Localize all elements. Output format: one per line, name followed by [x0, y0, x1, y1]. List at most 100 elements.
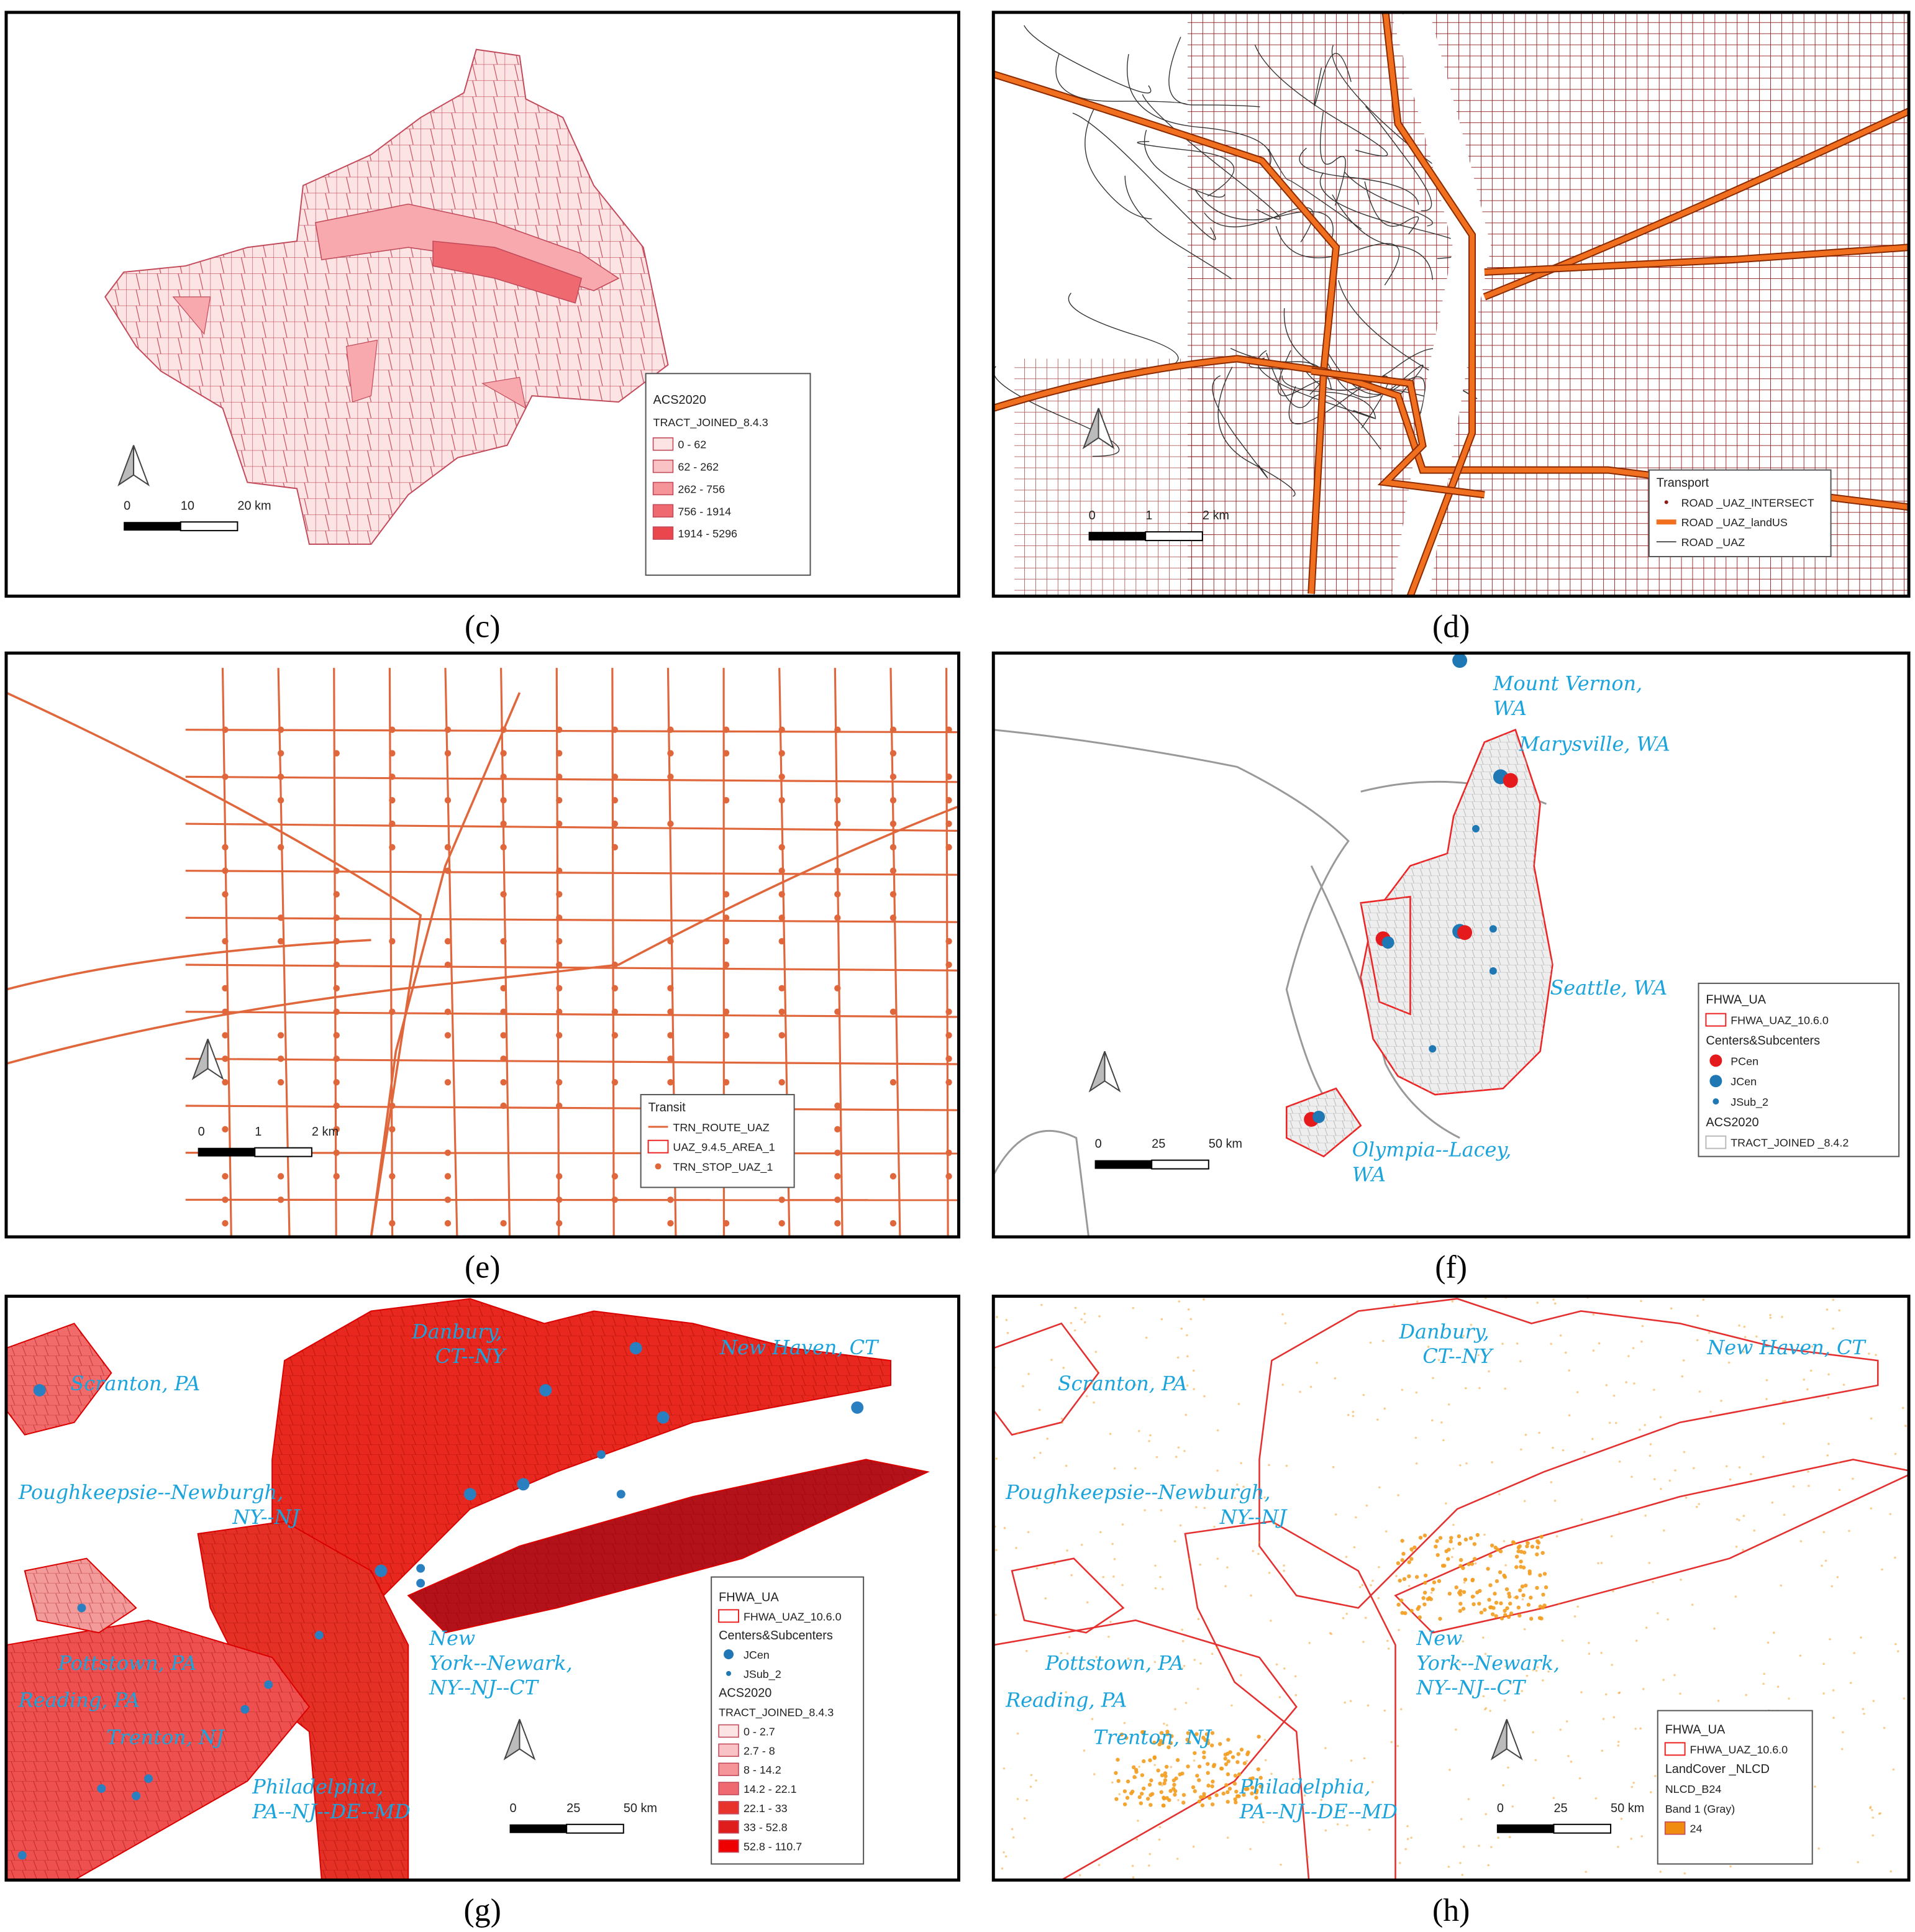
legend-label: TRACT_JOINED_8.4.3 — [719, 1706, 834, 1720]
landcover-pixel — [1396, 1561, 1401, 1565]
place-label: Scranton, PA — [1058, 1372, 1188, 1395]
landcover-pixel — [1501, 1342, 1504, 1345]
landcover-pixel — [1026, 1799, 1028, 1802]
legend-swatch — [718, 1743, 739, 1757]
scale-label: 1 — [1145, 509, 1152, 522]
landcover-pixel — [1170, 1734, 1174, 1738]
landcover-pixel — [1458, 1602, 1463, 1606]
landcover-pixel — [1181, 1639, 1185, 1643]
landcover-pixel — [1738, 1466, 1741, 1469]
landcover-pixel — [1386, 1639, 1389, 1643]
landcover-pixel — [1487, 1598, 1491, 1602]
scale-bar — [198, 1147, 255, 1157]
transit-route — [6, 691, 422, 1237]
landcover-pixel — [1576, 1605, 1579, 1608]
landcover-pixel — [1270, 1772, 1273, 1775]
center-point — [657, 1411, 670, 1424]
landcover-pixel — [1536, 1301, 1539, 1304]
landcover-pixel — [995, 1549, 998, 1551]
landcover-pixel — [1632, 1781, 1635, 1784]
landcover-pixel — [1250, 1791, 1254, 1796]
landcover-pixel — [1713, 1627, 1716, 1630]
landcover-pixel — [1447, 1592, 1452, 1596]
landcover-pixel — [1377, 1597, 1380, 1600]
landcover-pixel — [1744, 1336, 1747, 1339]
transit-stop — [667, 1055, 674, 1062]
road — [1126, 54, 1271, 166]
landcover-pixel — [1451, 1556, 1453, 1559]
landcover-pixel — [1415, 1462, 1418, 1465]
landcover-pixel — [1362, 1393, 1365, 1397]
transit-stop — [389, 1008, 396, 1015]
landcover-pixel — [1824, 1559, 1827, 1562]
road — [1319, 112, 1346, 206]
legend-swatch — [655, 1163, 662, 1170]
landcover-pixel — [1432, 1580, 1437, 1585]
landcover-pixel — [1837, 1461, 1840, 1464]
landcover-pixel — [1183, 1450, 1186, 1452]
landcover-pixel — [1157, 1742, 1162, 1747]
landcover-pixel — [1529, 1616, 1534, 1621]
landcover-pixel — [1090, 1382, 1093, 1385]
landcover-pixel — [1537, 1616, 1542, 1620]
map-4 — [6, 1298, 930, 1880]
transit-stop — [667, 1196, 674, 1203]
landcover-pixel — [1004, 1855, 1008, 1858]
transit-route — [889, 668, 901, 1237]
landcover-pixel — [1516, 1342, 1519, 1345]
landcover-pixel — [1111, 1781, 1114, 1784]
scale-label: 2 km — [1203, 509, 1229, 522]
landcover-pixel — [1904, 1424, 1907, 1428]
transit-stop — [556, 1173, 563, 1180]
landcover-pixel — [1352, 1411, 1355, 1413]
landcover-pixel — [1550, 1342, 1552, 1346]
landcover-pixel — [1409, 1547, 1414, 1552]
transit-stop — [945, 938, 952, 945]
landcover-pixel — [1396, 1744, 1399, 1747]
transit-stop — [722, 1219, 730, 1227]
landcover-pixel — [1870, 1417, 1873, 1420]
panel-frame — [991, 11, 1911, 598]
landcover-pixel — [1440, 1421, 1443, 1424]
landcover-pixel — [1539, 1534, 1544, 1539]
landcover-pixel — [1592, 1349, 1595, 1352]
highway — [993, 71, 1339, 594]
north-arrow — [117, 445, 135, 487]
landcover-pixel — [1417, 1605, 1421, 1609]
transit-stop — [389, 1219, 396, 1227]
transit-stop — [834, 1149, 841, 1156]
landcover-pixel — [1685, 1497, 1688, 1499]
transit-stop — [667, 1078, 674, 1086]
landcover-pixel — [1521, 1565, 1526, 1570]
landcover-pixel — [1155, 1456, 1158, 1459]
landcover-pixel — [1407, 1574, 1411, 1579]
transit-stop — [778, 1078, 785, 1086]
landcover-pixel — [1263, 1738, 1267, 1741]
landcover-pixel — [1507, 1766, 1509, 1769]
landcover-pixel — [1324, 1803, 1327, 1806]
center-point — [1503, 773, 1518, 788]
landcover-pixel — [1524, 1583, 1528, 1588]
landcover-pixel — [1226, 1738, 1230, 1742]
landcover-pixel — [1060, 1652, 1063, 1654]
transit-stop — [611, 726, 619, 733]
landcover-pixel — [1521, 1598, 1524, 1601]
landcover-pixel — [1121, 1583, 1124, 1587]
transit-stop — [889, 1173, 897, 1180]
transit-stop — [611, 773, 619, 780]
landcover-pixel — [1542, 1679, 1544, 1682]
landcover-pixel — [1119, 1732, 1124, 1737]
landcover-pixel — [1083, 1749, 1086, 1752]
transit-stop — [222, 1032, 229, 1039]
landcover-pixel — [1294, 1693, 1298, 1697]
transit-stop — [945, 961, 952, 968]
landcover-pixel — [1370, 1583, 1372, 1587]
landcover-pixel — [1219, 1766, 1224, 1771]
landcover-pixel — [1670, 1307, 1673, 1310]
transit-stop — [333, 1078, 340, 1086]
landcover-pixel — [1210, 1784, 1214, 1788]
landcover-pixel — [1519, 1360, 1522, 1363]
landcover-pixel — [1516, 1549, 1521, 1554]
landcover-pixel — [1580, 1518, 1583, 1521]
landcover-pixel — [1195, 1774, 1199, 1778]
